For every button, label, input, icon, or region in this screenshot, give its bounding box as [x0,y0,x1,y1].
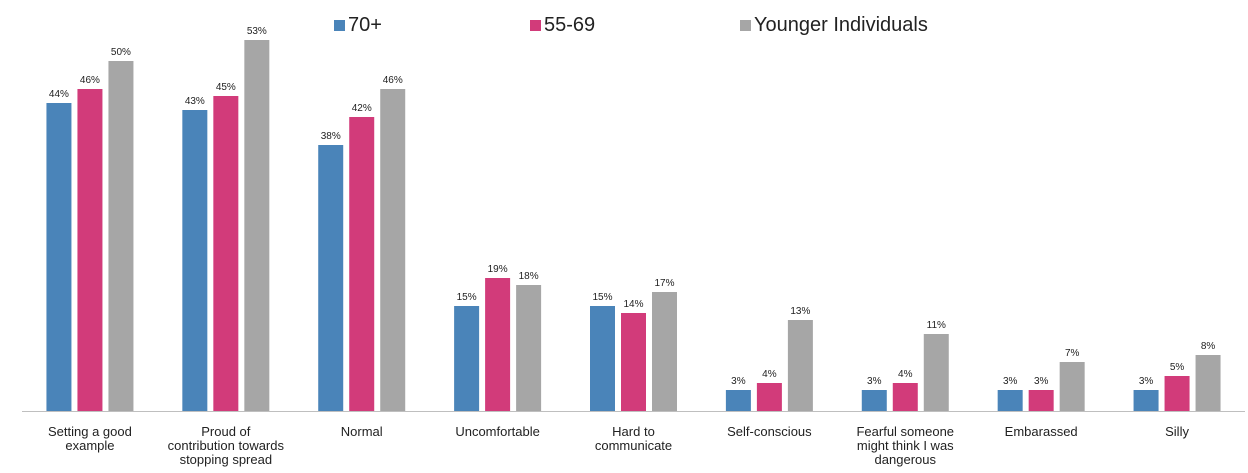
bar-6-series-3 [787,320,813,411]
bar-9-series-1 [1133,390,1159,411]
value-label-3-series-2: 42% [352,103,372,114]
category-label-line: Proud of [201,424,251,439]
value-label-7-series-2: 4% [898,369,913,380]
value-label-5-series-3: 17% [654,278,674,289]
bar-3-series-3 [380,89,406,411]
bar-6-series-2 [756,383,782,411]
bar-2-series-3 [244,40,270,411]
value-label-2-series-1: 43% [185,96,205,107]
category-label-line: stopping spread [180,452,273,467]
category-label-line: Self-conscious [727,424,812,439]
bar-5-series-1 [590,306,615,411]
value-label-5-series-1: 15% [592,292,612,303]
category-label-7: Fearful someone might think I was dangerou… [856,424,954,467]
value-label-2-series-3: 53% [247,26,267,37]
bar-3-series-1 [318,145,344,411]
category-label-line: communicate [595,438,672,453]
value-label-4-series-2: 19% [488,264,508,275]
bar-7-series-1 [861,390,887,411]
bar-4-series-1 [454,306,480,411]
value-label-2-series-2: 45% [216,82,236,93]
category-label-group: Setting a good example Proud of contributio… [48,424,1189,467]
value-label-6-series-2: 4% [762,369,777,380]
value-label-1-series-1: 44% [49,89,69,100]
category-label-9: Silly [1165,424,1189,439]
bar-1-series-2 [77,89,103,411]
legend-swatch-55-69 [530,19,541,31]
value-label-1-series-3: 50% [111,47,131,58]
value-label-9-series-2: 5% [1170,362,1185,373]
value-label-3-series-3: 46% [383,75,403,86]
bar-5-series-2 [621,313,646,411]
value-label-4-series-3: 18% [519,271,539,282]
legend-item-70-plus: 70+ [334,10,382,40]
category-label-line: dangerous [875,452,937,467]
value-label-9-series-1: 3% [1139,376,1154,387]
value-label-7-series-1: 3% [867,376,882,387]
bar-7-series-3 [923,334,949,411]
legend-item-younger-individuals: Younger Individuals [740,10,928,40]
bar-8-series-3 [1059,362,1085,411]
legend-swatch-70-plus [334,19,345,31]
value-label-4-series-1: 15% [457,292,477,303]
category-label-line: example [65,438,114,453]
category-label-line: Uncomfortable [455,424,540,439]
value-label-7-series-3: 11% [927,320,946,331]
value-label-8-series-3: 7% [1065,348,1080,359]
bar-2-series-1 [182,110,208,411]
bar-4-series-2 [485,278,511,411]
bar-1-series-3 [108,61,134,411]
category-label-8: Embarassed [1005,424,1078,439]
bar-5-series-3 [652,292,677,411]
value-label-1-series-2: 46% [80,75,100,86]
value-label-6-series-3: 13% [790,306,810,317]
legend-label-younger-individuals: Younger Individuals [754,13,928,36]
category-label-line: Normal [341,424,383,439]
category-label-2: Proud of contribution towards stopping spr… [168,424,285,467]
value-label-8-series-1: 3% [1003,376,1018,387]
category-label-line: Embarassed [1005,424,1078,439]
chart-legend: 70+ 55-69 Younger Individuals [0,10,1248,40]
category-label-line: might think I was [857,438,954,453]
bar-6-series-1 [725,390,751,411]
value-label-3-series-1: 38% [321,131,341,142]
category-label-4: Uncomfortable [455,424,540,439]
bar-8-series-2 [1028,390,1054,411]
category-label-line: Fearful someone [856,424,954,439]
category-label-3: Normal [341,424,383,439]
category-label-5: Hard to communicate [595,424,672,453]
value-label-6-series-1: 3% [731,376,746,387]
bar-9-series-2 [1164,376,1190,411]
value-label-8-series-2: 3% [1034,376,1049,387]
value-label-5-series-2: 14% [623,299,643,310]
category-label-1: Setting a good example [48,424,132,453]
legend-item-55-69: 55-69 [530,10,595,40]
value-label-group: 44% 46% 50% 43% 45% 53% 38% 42% 46% 15% 19% 18% 15% 1… [49,26,1215,387]
category-label-line: Hard to [612,424,655,439]
bar-2-series-2 [213,96,239,411]
bar-1-series-1 [46,103,72,411]
bar-8-series-1 [997,390,1023,411]
bar-group [46,40,1221,411]
bar-4-series-3 [516,285,542,411]
legend-label-55-69: 55-69 [544,13,596,36]
bar-3-series-2 [349,117,375,411]
value-label-9-series-3: 8% [1201,341,1216,352]
category-label-line: contribution towards [168,438,285,453]
category-label-line: Silly [1165,424,1189,439]
legend-swatch-younger-individuals [740,19,751,31]
bar-7-series-2 [892,383,918,411]
category-label-line: Setting a good [48,424,132,439]
bar-9-series-3 [1195,355,1221,411]
category-label-6: Self-conscious [727,424,812,439]
legend-label-70-plus: 70+ [348,13,382,36]
